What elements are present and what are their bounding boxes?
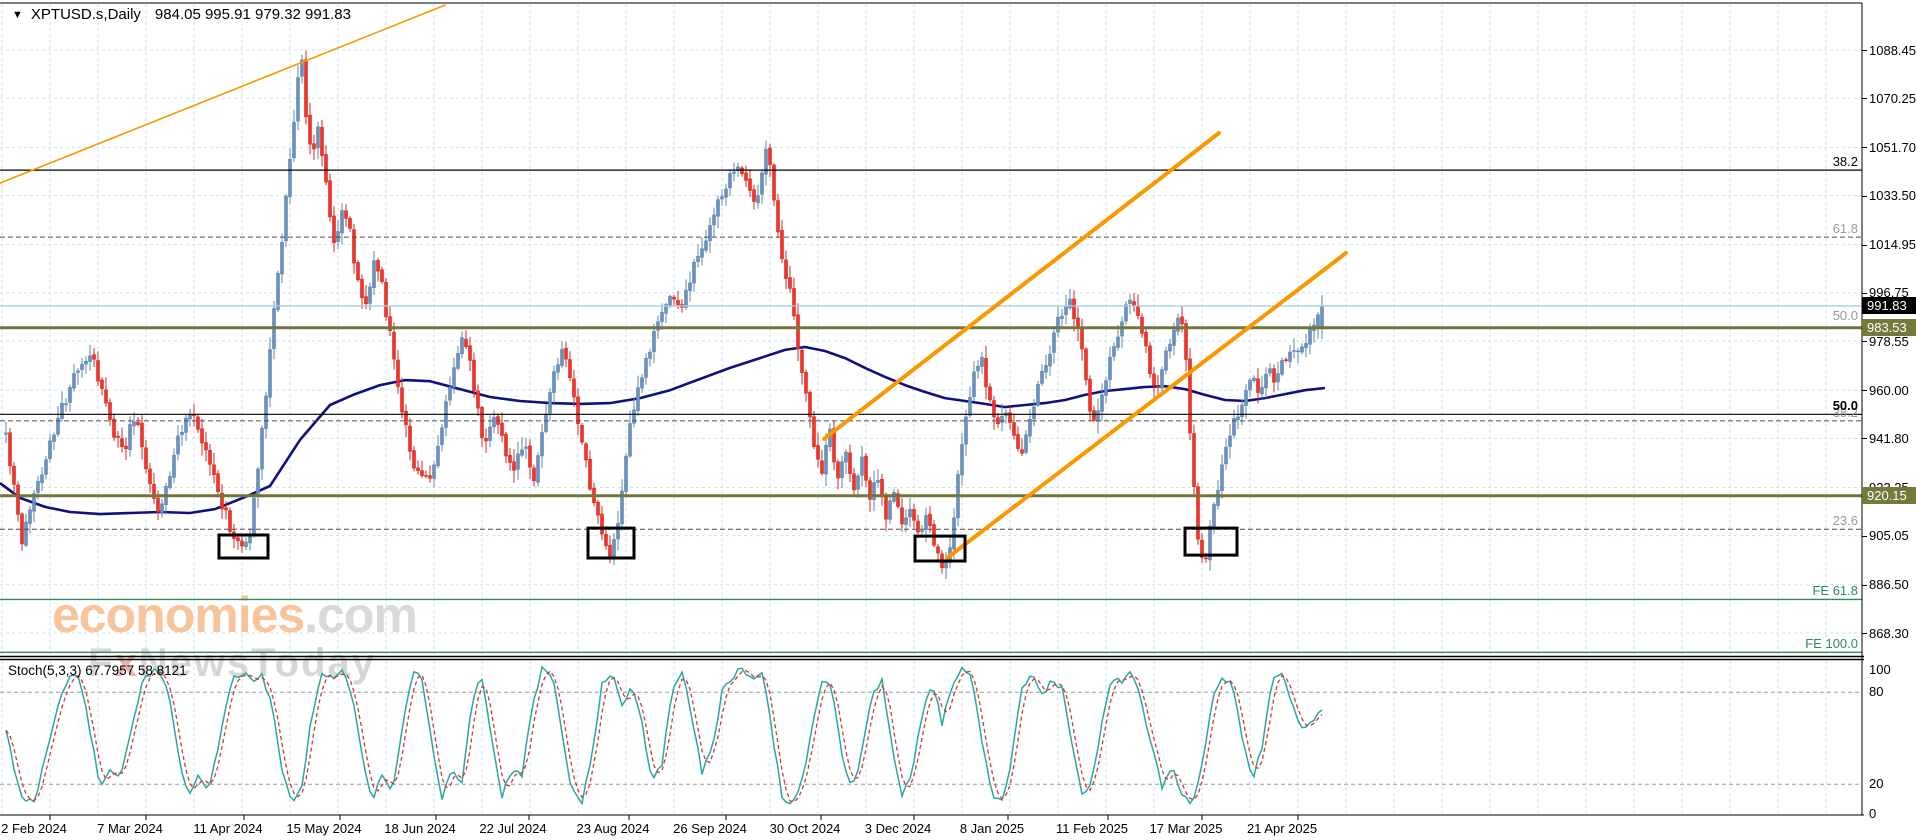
price-axis-label: 960.00 [1869,382,1909,398]
annotation-rectangle-1[interactable] [217,533,270,560]
stochastic-axis-label: 80 [1869,684,1884,700]
time-axis-label: 23 Aug 2024 [576,821,650,836]
price-badge-920.15: 920.15 [1862,487,1916,505]
price-axis-label: 996.75 [1869,285,1909,301]
price-axis-tick [1862,438,1867,440]
stochastic-axis-label: 0 [1869,806,1877,821]
price-axis-tick [1862,341,1867,343]
price-axis-tick [1862,292,1867,294]
price-axis-tick [1862,244,1867,246]
level-label-FE-100-0: FE 100.0 [1805,636,1858,652]
panel-borders [0,2,1864,820]
trendline-upper-left[interactable] [0,4,446,184]
watermark-brand: economies.com [52,587,417,643]
time-axis-label: 26 Sep 2024 [673,821,747,836]
price-axis-tick [1862,584,1867,586]
chart-title: ▼ XPTUSD.s,Daily 984.05 995.91 979.32 991.… [12,6,351,23]
candles-bull[interactable] [4,59,1324,569]
level-label-38-2: 38.2 [1832,404,1858,420]
price-axis-label: 1014.95 [1869,237,1916,253]
time-axis-label: 11 Apr 2024 [193,821,263,836]
symbol-dropdown-icon[interactable]: ▼ [12,9,23,21]
level-label-61-8: 61.8 [1832,221,1858,237]
time-axis-label: 2 Feb 2024 [1,821,67,836]
price-axis-tick [1862,535,1867,537]
time-axis-label: 15 May 2024 [286,821,362,836]
price-axis-label: 886.50 [1869,577,1909,593]
ohlc-values: 984.05 995.91 979.32 991.83 [154,6,351,23]
annotation-rectangle-4[interactable] [1183,526,1239,557]
stochastic-grid [0,691,1862,785]
time-axis-label: 7 Mar 2024 [97,821,163,836]
stochastic-d-line[interactable] [5,669,1323,803]
price-axis-tick [1862,98,1867,100]
price-axis-tick [1862,390,1867,392]
symbol-timeframe-label: XPTUSD.s,Daily [30,6,141,23]
price-axis-label: 978.55 [1869,333,1909,349]
level-label-FE-61-8: FE 61.8 [1812,583,1858,599]
moving-average-line[interactable] [0,345,1326,516]
stochastic-axis-label: 100 [1869,662,1891,677]
time-axis-label: 30 Oct 2024 [769,821,841,836]
price-axis-label: 1088.45 [1869,42,1916,58]
time-axis-label: 11 Feb 2025 [1055,821,1129,836]
time-axis-label: 22 Jul 2024 [479,821,547,836]
level-label-23-6: 23.6 [1832,513,1858,529]
price-axis-label: 941.80 [1869,430,1909,446]
annotation-rectangle-2[interactable] [586,526,636,560]
price-axis-label: 905.05 [1869,528,1909,544]
price-badge-983.53: 983.53 [1862,319,1916,337]
level-label-38-2: 38.2 [1832,154,1858,170]
grid [0,4,1862,814]
stochastic-indicator-label: Stoch(5,3,3) 67.7957 58.8121 [8,663,187,678]
price-axis-label: 1051.70 [1869,139,1916,155]
stochastic-k-line[interactable] [5,665,1323,806]
level-label-50-0: 50.0 [1832,308,1858,324]
channel-line-right[interactable] [945,251,1348,561]
time-axis-label: 8 Jan 2025 [959,821,1025,836]
price-axis-tick [1862,195,1867,197]
price-badge-991.83: 991.83 [1862,297,1916,315]
time-axis-label: 18 Jun 2024 [384,821,456,836]
price-axis-tick [1862,633,1867,634]
price-axis-tick [1862,50,1867,51]
time-axis-label: 17 Mar 2025 [1149,821,1223,836]
candles-bear[interactable] [8,59,1288,569]
price-axis-label: 1033.50 [1869,188,1916,204]
price-axis-label: 1070.25 [1869,90,1916,106]
level-label-50-0: 50.0 [1832,398,1858,414]
price-axis-tick [1862,147,1867,149]
time-axis-label: 21 Apr 2025 [1246,821,1318,836]
price-axis-label: 868.30 [1869,625,1909,641]
channel-line-left[interactable] [822,131,1221,441]
time-axis-label: 3 Dec 2024 [864,821,932,836]
stochastic-axis-label: 20 [1869,776,1884,792]
annotation-rectangle-3[interactable] [913,534,967,563]
